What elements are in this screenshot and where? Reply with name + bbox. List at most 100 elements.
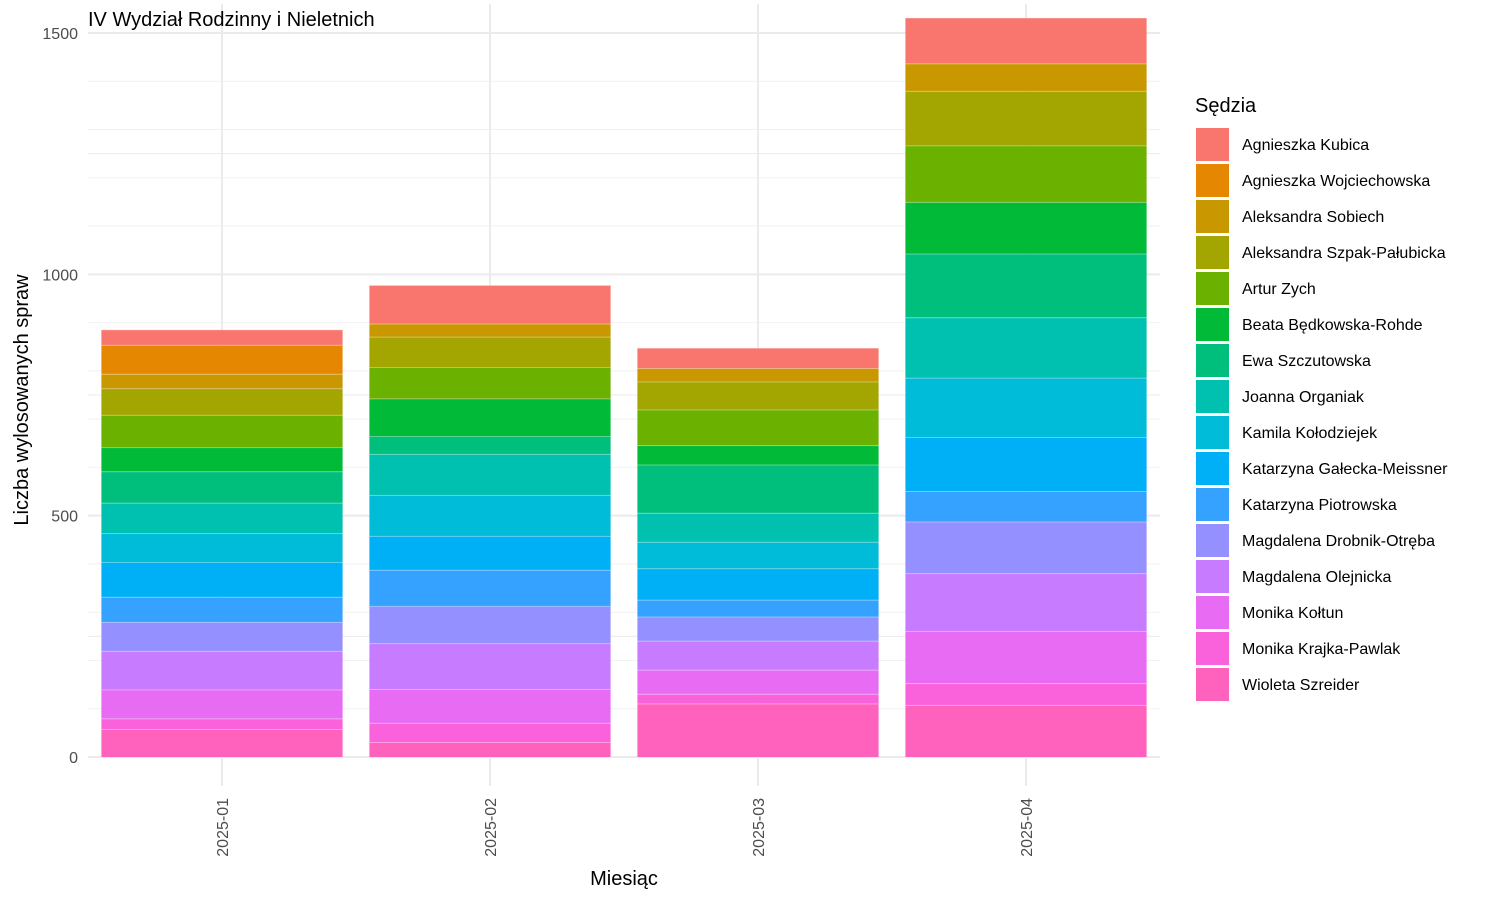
bar-segment — [905, 631, 1147, 684]
bar-segment — [905, 437, 1147, 492]
bar-segment — [637, 464, 879, 514]
bar-segment — [369, 606, 611, 644]
legend-key — [1196, 200, 1229, 233]
bar-segment — [905, 145, 1147, 203]
bar-segment — [637, 641, 879, 671]
bar-segment — [905, 521, 1147, 574]
bar-segment — [101, 345, 343, 375]
bar-segment — [905, 705, 1147, 758]
bar-segment — [905, 17, 1147, 64]
legend-label: Wioleta Szreider — [1242, 677, 1360, 694]
bar-segment — [101, 503, 343, 534]
x-tick-label: 2025-02 — [483, 798, 500, 857]
bar-segment — [369, 536, 611, 571]
legend-label: Katarzyna Piotrowska — [1242, 497, 1397, 514]
legend-key — [1196, 128, 1229, 161]
bar-segment — [101, 597, 343, 623]
bar-segment — [905, 491, 1147, 522]
bar-segment — [637, 542, 879, 569]
bar-segment — [369, 324, 611, 338]
bar-segment — [905, 573, 1147, 632]
legend-label: Monika Kołtun — [1242, 605, 1343, 622]
legend-key — [1196, 308, 1229, 341]
legend-label: Agnieszka Kubica — [1242, 137, 1369, 154]
legend-key — [1196, 344, 1229, 377]
y-axis-ticks: 0 500 1000 1500 — [42, 26, 78, 767]
legend-label: Monika Krajka-Pawlak — [1242, 641, 1401, 658]
bar-segment — [101, 329, 343, 346]
x-tick-label: 2025-03 — [751, 798, 768, 857]
bar-segment — [637, 617, 879, 642]
legend-key — [1196, 632, 1229, 665]
chart-title: IV Wydział Rodzinny i Nieletnich — [88, 9, 375, 31]
x-tick-label: 2025-04 — [1019, 798, 1036, 857]
legend-label: Beata Będkowska-Rohde — [1242, 317, 1423, 334]
bar-segment — [369, 436, 611, 455]
bar-segment — [369, 398, 611, 437]
bar-segment — [369, 742, 611, 758]
bar-segment — [637, 600, 879, 618]
bar-segment — [637, 694, 879, 704]
legend-label: Artur Zych — [1242, 281, 1316, 298]
bar-segment — [637, 513, 879, 543]
bar-segment — [101, 374, 343, 389]
legend-label: Ewa Szczutowska — [1242, 353, 1371, 370]
bar-segment — [369, 723, 611, 743]
bar-segment — [101, 447, 343, 472]
bar-segment — [369, 643, 611, 690]
bar-segment — [101, 533, 343, 563]
bar-segment — [637, 568, 879, 601]
y-tick-label: 1500 — [42, 26, 78, 43]
bar-segment — [369, 454, 611, 496]
bar-segment — [905, 254, 1147, 318]
legend-label: Katarzyna Gałecka-Meissner — [1242, 461, 1448, 478]
x-axis-title: Miesiąc — [590, 868, 658, 890]
legend-label: Agnieszka Wojciechowska — [1242, 173, 1430, 190]
bar-segment — [369, 570, 611, 607]
bar-segment — [637, 703, 879, 758]
bar-segment — [101, 689, 343, 719]
x-tick-label: 2025-01 — [215, 798, 232, 857]
bar-segment — [637, 670, 879, 695]
legend-key — [1196, 524, 1229, 557]
bar-segment — [637, 381, 879, 410]
legend-label: Aleksandra Szpak-Pałubicka — [1242, 245, 1446, 262]
legend-key — [1196, 452, 1229, 485]
bar-segment — [369, 495, 611, 537]
bar-segment — [101, 651, 343, 690]
legend-key — [1196, 380, 1229, 413]
legend-key — [1196, 596, 1229, 629]
bar-segment — [369, 285, 611, 325]
y-axis-title: Liczba wylosowanych spraw — [11, 274, 33, 526]
bar-segment — [101, 729, 343, 758]
bar-segment — [905, 91, 1147, 146]
bar-segment — [637, 368, 879, 382]
bar-segment — [101, 471, 343, 504]
bar-segment — [101, 562, 343, 598]
legend-key — [1196, 416, 1229, 449]
legend-key — [1196, 236, 1229, 269]
y-tick-label: 1000 — [42, 267, 78, 284]
bar-segment — [369, 337, 611, 368]
bar-segment — [637, 348, 879, 369]
bar-segment — [101, 718, 343, 730]
bar-segment — [905, 683, 1147, 706]
bar-segment — [101, 622, 343, 652]
bar-segment — [905, 317, 1147, 379]
legend-key — [1196, 272, 1229, 305]
legend: Sędzia Agnieszka Kubica Agnieszka Wojciec… — [1195, 95, 1448, 701]
legend-key — [1196, 488, 1229, 521]
x-axis-ticks: 2025-01 2025-02 2025-03 2025-04 — [215, 798, 1036, 857]
legend-title: Sędzia — [1195, 95, 1257, 117]
legend-key — [1196, 668, 1229, 701]
legend-label: Kamila Kołodziejek — [1242, 425, 1378, 442]
bar-segment — [637, 409, 879, 446]
bar-segment — [369, 689, 611, 724]
bar-segment — [101, 415, 343, 448]
bar-segment — [101, 388, 343, 416]
legend-label: Magdalena Drobnik-Otręba — [1242, 533, 1435, 550]
bars — [101, 17, 1147, 758]
bar-segment — [905, 202, 1147, 255]
legend-label: Joanna Organiak — [1242, 389, 1365, 406]
